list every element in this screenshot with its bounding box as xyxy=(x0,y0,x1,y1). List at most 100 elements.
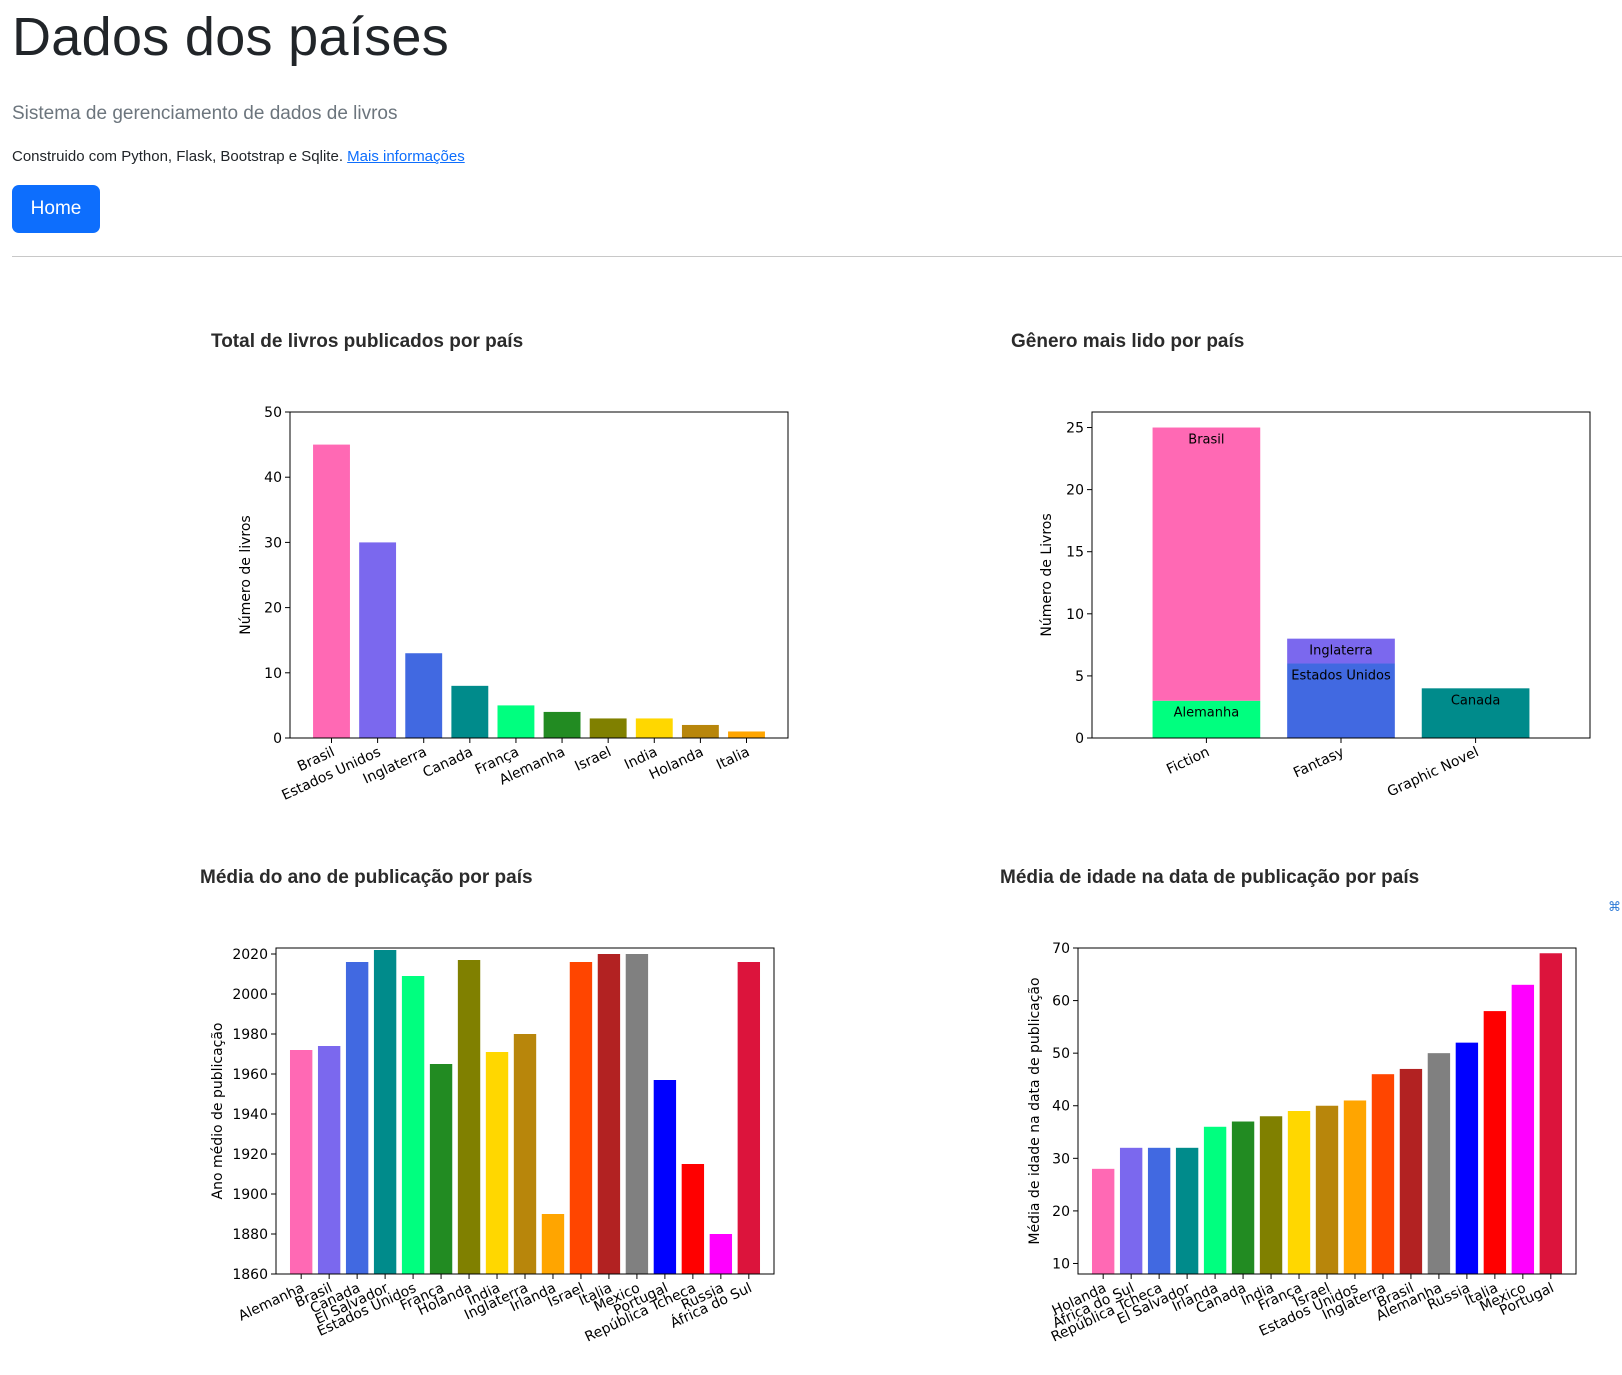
chart-media-ano: 186018801900192019401960198020002020Alem… xyxy=(210,947,775,1346)
bar-italia xyxy=(728,731,765,738)
bar-republica-tcheca xyxy=(1147,1147,1171,1274)
y-tick-label: 1940 xyxy=(232,1107,268,1123)
bar-alemanha xyxy=(1427,1053,1451,1274)
bar-fantasy-inglaterra xyxy=(1287,638,1395,664)
bar-brasil xyxy=(317,1046,341,1274)
y-tick-label: 0 xyxy=(273,731,282,747)
y-axis-label: Número de Livros xyxy=(1039,513,1055,636)
bar-estados-unidos xyxy=(359,542,397,738)
bar-holanda xyxy=(1091,1168,1115,1274)
bar-alemanha xyxy=(289,1050,313,1274)
y-tick-label: 1960 xyxy=(232,1067,268,1083)
bar-republica-tcheca xyxy=(681,1164,705,1274)
bar-estados-unidos xyxy=(1343,1100,1367,1274)
page-title: Dados dos países xyxy=(12,7,450,67)
bar-label-alemanha: Alemanha xyxy=(1174,706,1240,721)
plot-frame xyxy=(289,411,789,739)
bar-holanda xyxy=(457,960,481,1274)
bar-fiction-alemanha xyxy=(1152,700,1261,738)
bar-alemanha xyxy=(543,711,581,738)
bar-india xyxy=(1259,1116,1283,1274)
bar-label-canada: Canada xyxy=(1451,693,1500,708)
chart-title-media-idade: Média de idade na data de publicação por… xyxy=(1000,867,1420,888)
bar-holanda xyxy=(681,724,719,738)
bar-africa-do-sul xyxy=(737,962,761,1274)
bar-russia xyxy=(709,1234,733,1274)
bar-label-inglaterra: Inglaterra xyxy=(1309,644,1372,659)
bar-estados-unidos xyxy=(401,976,425,1274)
bar-israel xyxy=(589,718,627,738)
chart-title-genero: Gênero mais lido por país xyxy=(1011,331,1245,352)
y-tick-label: 30 xyxy=(264,535,282,551)
bar-mexico xyxy=(625,954,649,1274)
y-tick-label: 50 xyxy=(1052,1046,1070,1062)
bar-label-brasil: Brasil xyxy=(1188,433,1224,448)
bar-irlanda xyxy=(1203,1126,1227,1274)
y-tick-label: 10 xyxy=(264,666,282,682)
chart-title-media-ano: Média do ano de publicação por país xyxy=(200,867,533,888)
bar-inglaterra xyxy=(1371,1074,1395,1274)
page-lead: Sistema de gerenciamento de dados de liv… xyxy=(12,103,398,124)
y-tick-label: 40 xyxy=(264,470,282,486)
y-axis-label: Número de livros xyxy=(238,515,254,634)
bar-israel xyxy=(1315,1105,1339,1274)
x-tick-label-graphic-novel: Graphic Novel xyxy=(1385,744,1481,800)
home-button[interactable]: Home xyxy=(12,185,100,233)
y-tick-label: 40 xyxy=(1052,1099,1070,1115)
bar-mexico xyxy=(1511,984,1535,1274)
y-tick-label: 30 xyxy=(1052,1151,1070,1167)
bar-italia xyxy=(597,954,621,1274)
y-tick-label: 2000 xyxy=(232,987,268,1003)
y-axis-label: Ano médio de publicação xyxy=(210,1022,226,1199)
bar-el-salvador xyxy=(1175,1147,1199,1274)
more-info-link[interactable]: Mais informações xyxy=(347,148,465,165)
y-tick-label: 50 xyxy=(264,405,282,421)
bar-graphic-novel-canada xyxy=(1421,688,1530,738)
y-tick-label: 20 xyxy=(264,601,282,617)
y-tick-label: 20 xyxy=(1066,483,1084,499)
bar-franca xyxy=(429,1064,453,1274)
bar-el-salvador xyxy=(373,950,397,1274)
y-tick-label: 1980 xyxy=(232,1027,268,1043)
chart-title-total-livros: Total de livros publicados por país xyxy=(211,331,524,352)
bar-italia xyxy=(1483,1011,1507,1274)
y-tick-label: 70 xyxy=(1052,941,1070,957)
built-with-label: Construido com Python, Flask, Bootstrap … xyxy=(12,148,343,165)
bar-inglaterra xyxy=(513,1034,537,1274)
bar-label-estados-unidos: Estados Unidos xyxy=(1291,668,1391,683)
x-tick-label-canada: Canada xyxy=(420,744,475,781)
y-tick-label: 25 xyxy=(1066,421,1084,437)
y-tick-label: 20 xyxy=(1052,1204,1070,1220)
bar-franca xyxy=(1287,1111,1311,1274)
x-tick-label-fantasy: Fantasy xyxy=(1291,744,1347,781)
x-tick-label-israel: Israel xyxy=(572,744,613,775)
y-tick-label: 1900 xyxy=(232,1187,268,1203)
bar-portugal xyxy=(653,1080,677,1274)
y-tick-label: 5 xyxy=(1075,669,1084,685)
bar-india xyxy=(485,1052,509,1274)
bar-fiction-brasil xyxy=(1152,427,1261,701)
x-tick-label-fiction: Fiction xyxy=(1164,744,1212,778)
x-tick-label-portugal: Portugal xyxy=(1497,1280,1556,1319)
chart-genero-mais-lido: Alemanha Brasil Estados Unidos Inglaterra Ca… xyxy=(1039,411,1591,800)
bar-israel xyxy=(569,962,593,1274)
bar-brasil xyxy=(1399,1068,1423,1274)
y-axis-label: Média de idade na data de publicação xyxy=(1027,977,1043,1244)
y-tick-label: 60 xyxy=(1052,994,1070,1010)
side-toolbar-icon[interactable]: ⌘ xyxy=(1608,900,1621,915)
bar-brasil xyxy=(313,444,350,738)
y-tick-label: 1860 xyxy=(232,1267,268,1283)
bar-portugal xyxy=(1539,953,1563,1274)
y-tick-label: 15 xyxy=(1066,545,1084,561)
bar-russia xyxy=(1455,1042,1479,1274)
y-tick-label: 2020 xyxy=(232,947,268,963)
bar-canada xyxy=(451,685,489,738)
y-tick-label: 1920 xyxy=(232,1147,268,1163)
bar-fantasy-estados-unidos xyxy=(1287,663,1395,738)
bar-franca xyxy=(497,705,535,738)
bar-india xyxy=(635,718,673,738)
y-tick-label: 10 xyxy=(1052,1256,1070,1272)
y-tick-label: 10 xyxy=(1066,607,1084,623)
